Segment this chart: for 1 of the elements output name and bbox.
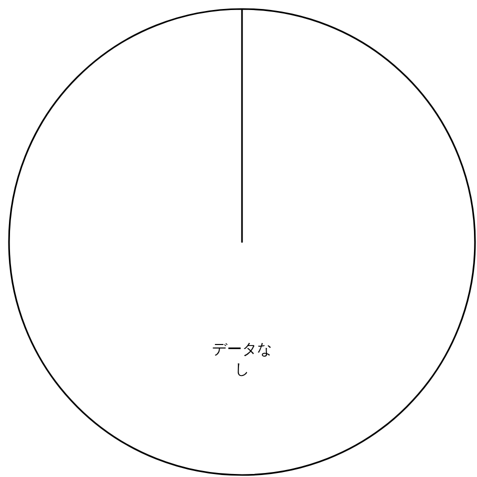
slice-label: データなし [211,338,273,378]
